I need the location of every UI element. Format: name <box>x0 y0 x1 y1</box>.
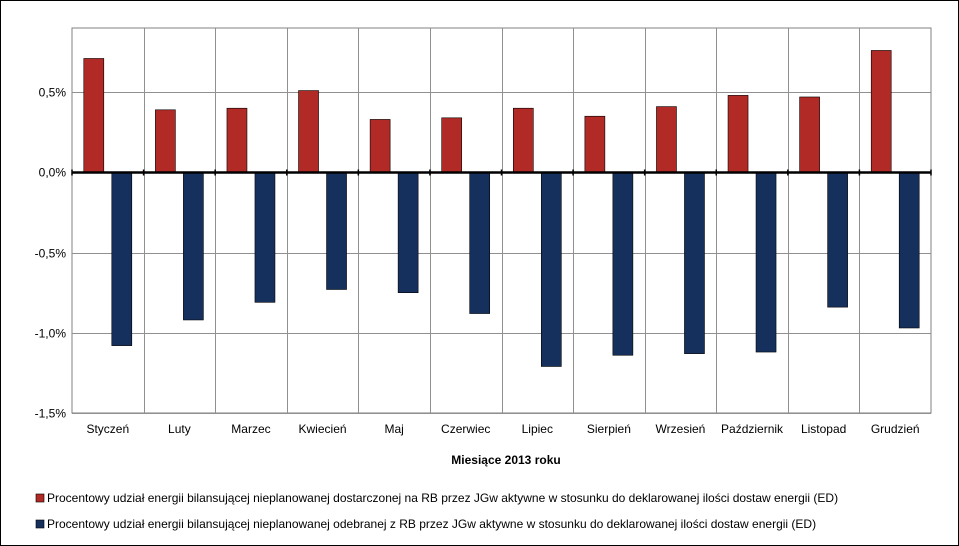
bar-received <box>397 172 419 293</box>
bar-received <box>183 172 204 321</box>
y-tick-label: -0,5% <box>35 247 67 261</box>
bar-delivered <box>369 119 391 173</box>
x-tick-label: Wrzesień <box>656 422 706 436</box>
x-tick-label: Październik <box>721 422 784 436</box>
bar-delivered <box>512 107 534 173</box>
x-tick-label: Sierpień <box>587 422 631 436</box>
legend: Procentowy udział energii bilansującej n… <box>35 491 838 531</box>
bar-received <box>111 172 133 346</box>
x-tick-label: Listopad <box>801 422 846 436</box>
legend-swatch-delivered <box>35 493 45 503</box>
bar-received <box>612 172 634 356</box>
x-tick-label: Marzec <box>231 422 270 436</box>
bar-received <box>326 172 347 290</box>
x-tick-label: Lipiec <box>522 422 553 436</box>
y-tick-label: -1,0% <box>35 327 67 341</box>
x-tick-label: Luty <box>168 422 191 436</box>
bar-received <box>755 172 777 353</box>
x-tick-label: Czerwiec <box>441 422 490 436</box>
x-tick-label: Grudzień <box>871 422 920 436</box>
bar-delivered <box>83 58 105 173</box>
y-tick-label: 0,5% <box>39 86 67 100</box>
bar-delivered <box>799 96 820 173</box>
x-tick-label: Maj <box>384 422 403 436</box>
bar-delivered <box>441 117 463 173</box>
bar-received <box>469 172 491 314</box>
bar-received <box>254 172 276 303</box>
x-axis: Styczeń Luty Marzec Kwiecień Maj Czerwiec Lipi… <box>71 169 932 436</box>
bar-received <box>684 172 705 354</box>
bar-received <box>827 172 848 308</box>
x-axis-title: Miesiące 2013 roku <box>451 453 560 467</box>
legend-label-received: Procentowy udział energii bilansującej n… <box>47 517 816 531</box>
plot-area <box>71 27 932 414</box>
bar-delivered <box>656 106 677 173</box>
y-tick-label: -1,5% <box>35 407 67 421</box>
bar-delivered <box>870 50 892 173</box>
legend-label-delivered: Procentowy udział energii bilansującej n… <box>47 491 838 505</box>
x-tick-label: Kwiecień <box>299 422 347 436</box>
bar-delivered <box>727 95 749 173</box>
bar-delivered <box>155 109 176 173</box>
bar-delivered <box>584 115 606 173</box>
bar-received <box>540 172 562 367</box>
legend-swatch-received <box>35 519 45 529</box>
y-tick-label: 0,0% <box>39 166 67 180</box>
bar-delivered <box>226 107 248 173</box>
bar-delivered <box>298 90 319 173</box>
y-axis: 0,5% 0,0% -0,5% -1,0% -1,5% <box>35 86 67 421</box>
bar-received <box>898 172 920 329</box>
x-tick-label: Styczeń <box>86 422 129 436</box>
